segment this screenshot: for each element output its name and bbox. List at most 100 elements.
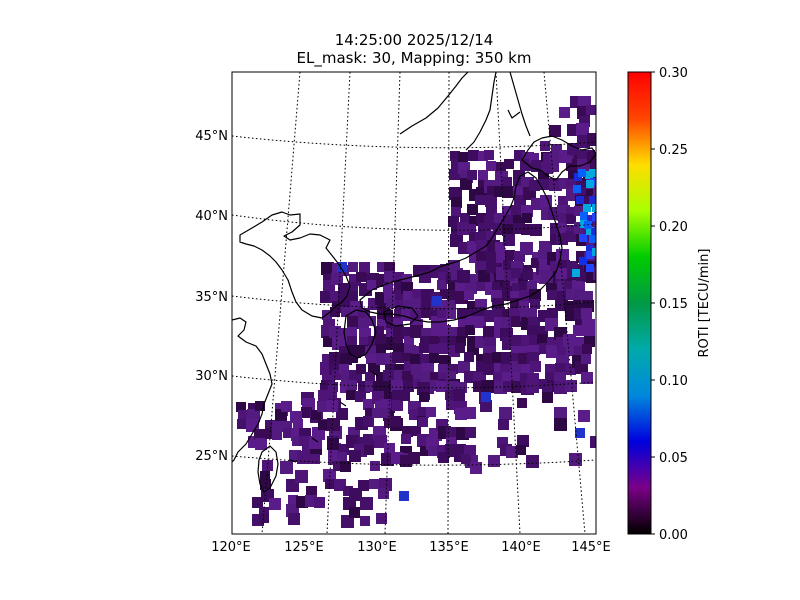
roti-cell bbox=[585, 171, 593, 179]
roti-cell bbox=[293, 419, 303, 429]
roti-cell bbox=[272, 421, 283, 432]
roti-cell bbox=[526, 380, 539, 393]
roti-cell bbox=[260, 479, 271, 490]
roti-cell bbox=[467, 170, 477, 180]
roti-cell bbox=[558, 213, 568, 223]
roti-cell bbox=[586, 189, 596, 200]
roti-cell bbox=[455, 343, 465, 353]
roti-cell bbox=[384, 417, 395, 428]
roti-cell bbox=[280, 461, 293, 474]
roti-cell bbox=[432, 296, 442, 306]
roti-cell bbox=[465, 427, 476, 438]
roti-cell bbox=[577, 159, 590, 172]
roti-cell bbox=[447, 336, 458, 347]
lat-label-40: 40°N bbox=[195, 209, 228, 224]
roti-cell bbox=[301, 407, 312, 418]
roti-cell bbox=[410, 310, 421, 321]
roti-cell bbox=[503, 234, 515, 246]
roti-cell bbox=[504, 270, 515, 281]
roti-cell bbox=[402, 274, 412, 284]
roti-cell bbox=[567, 152, 578, 163]
roti-cell bbox=[587, 133, 596, 146]
colorbar-label: ROTI [TECU/min] bbox=[697, 249, 712, 358]
roti-cell bbox=[586, 245, 594, 253]
roti-cell bbox=[358, 480, 369, 491]
roti-cell bbox=[255, 401, 265, 411]
roti-cell bbox=[329, 352, 340, 363]
roti-cell bbox=[347, 352, 358, 363]
roti-cell bbox=[426, 407, 436, 417]
roti-cell bbox=[282, 421, 292, 431]
roti-cell bbox=[467, 241, 478, 252]
roti-cell bbox=[583, 196, 594, 207]
roti-cell bbox=[349, 507, 360, 518]
roti-cell bbox=[372, 408, 382, 418]
roti-cell bbox=[550, 234, 561, 245]
colorbar-tick-6: 0.30 bbox=[659, 66, 688, 81]
roti-cell bbox=[379, 478, 392, 491]
colorbar-gradient bbox=[627, 71, 652, 535]
roti-cell bbox=[400, 391, 410, 401]
roti-cell bbox=[530, 299, 540, 309]
roti-cell bbox=[527, 325, 537, 335]
roti-cell bbox=[255, 438, 267, 450]
roti-cell bbox=[558, 196, 568, 206]
roti-cell bbox=[365, 381, 376, 392]
roti-cell bbox=[419, 392, 429, 402]
roti-cell bbox=[318, 420, 328, 430]
roti-cell bbox=[437, 318, 447, 328]
lon-labels: 120°E 125°E 130°E 135°E 140°E 145°E bbox=[211, 540, 611, 555]
roti-cell bbox=[565, 364, 576, 375]
roti-cell bbox=[338, 444, 349, 455]
roti-cell bbox=[529, 153, 539, 163]
roti-cell bbox=[554, 418, 567, 431]
roti-cell bbox=[550, 223, 561, 234]
roti-cell bbox=[529, 272, 540, 283]
roti-cell bbox=[581, 308, 592, 319]
roti-cell bbox=[260, 471, 270, 481]
roti-cell bbox=[340, 382, 351, 393]
roti-cell bbox=[549, 178, 562, 191]
roti-cell bbox=[420, 265, 431, 276]
roti-cell bbox=[386, 328, 397, 339]
roti-cell bbox=[254, 429, 265, 440]
roti-cell bbox=[543, 153, 554, 164]
roti-cell bbox=[438, 364, 448, 374]
roti-cell bbox=[502, 309, 512, 319]
roti-cell bbox=[386, 298, 396, 308]
roti-cell bbox=[375, 334, 386, 345]
roti-cell bbox=[475, 307, 485, 317]
roti-cell bbox=[337, 452, 347, 462]
roti-cell bbox=[476, 213, 486, 223]
roti-cell bbox=[577, 135, 590, 148]
roti-cell bbox=[391, 380, 403, 392]
roti-cell bbox=[565, 231, 576, 242]
roti-cell bbox=[366, 354, 376, 364]
roti-cell bbox=[503, 260, 513, 270]
colorbar-tick-0: 0.00 bbox=[659, 528, 688, 543]
roti-cell bbox=[363, 434, 375, 446]
roti-cell bbox=[465, 325, 475, 335]
roti-cell bbox=[589, 196, 596, 204]
roti-cell bbox=[330, 307, 340, 317]
roti-cell bbox=[412, 289, 423, 300]
roti-cell bbox=[446, 400, 456, 410]
roti-cell bbox=[383, 283, 393, 293]
roti-cell bbox=[567, 143, 579, 155]
roti-cell bbox=[592, 204, 596, 212]
roti-cell bbox=[478, 170, 488, 180]
roti-cell bbox=[436, 381, 447, 392]
lon-label-130: 130°E bbox=[357, 540, 397, 555]
lon-label-135: 135°E bbox=[429, 540, 469, 555]
roti-cell bbox=[332, 301, 343, 312]
roti-cell bbox=[492, 352, 503, 363]
roti-cell bbox=[529, 289, 541, 301]
roti-cell bbox=[409, 409, 420, 420]
roti-cell bbox=[272, 430, 282, 440]
roti-cell bbox=[403, 300, 413, 310]
roti-cell bbox=[359, 262, 370, 273]
colorbar: 0.00 0.05 0.10 0.15 0.20 0.25 0.30 ROTI … bbox=[627, 66, 712, 543]
roti-cell bbox=[380, 408, 390, 418]
roti-cell bbox=[347, 336, 357, 346]
